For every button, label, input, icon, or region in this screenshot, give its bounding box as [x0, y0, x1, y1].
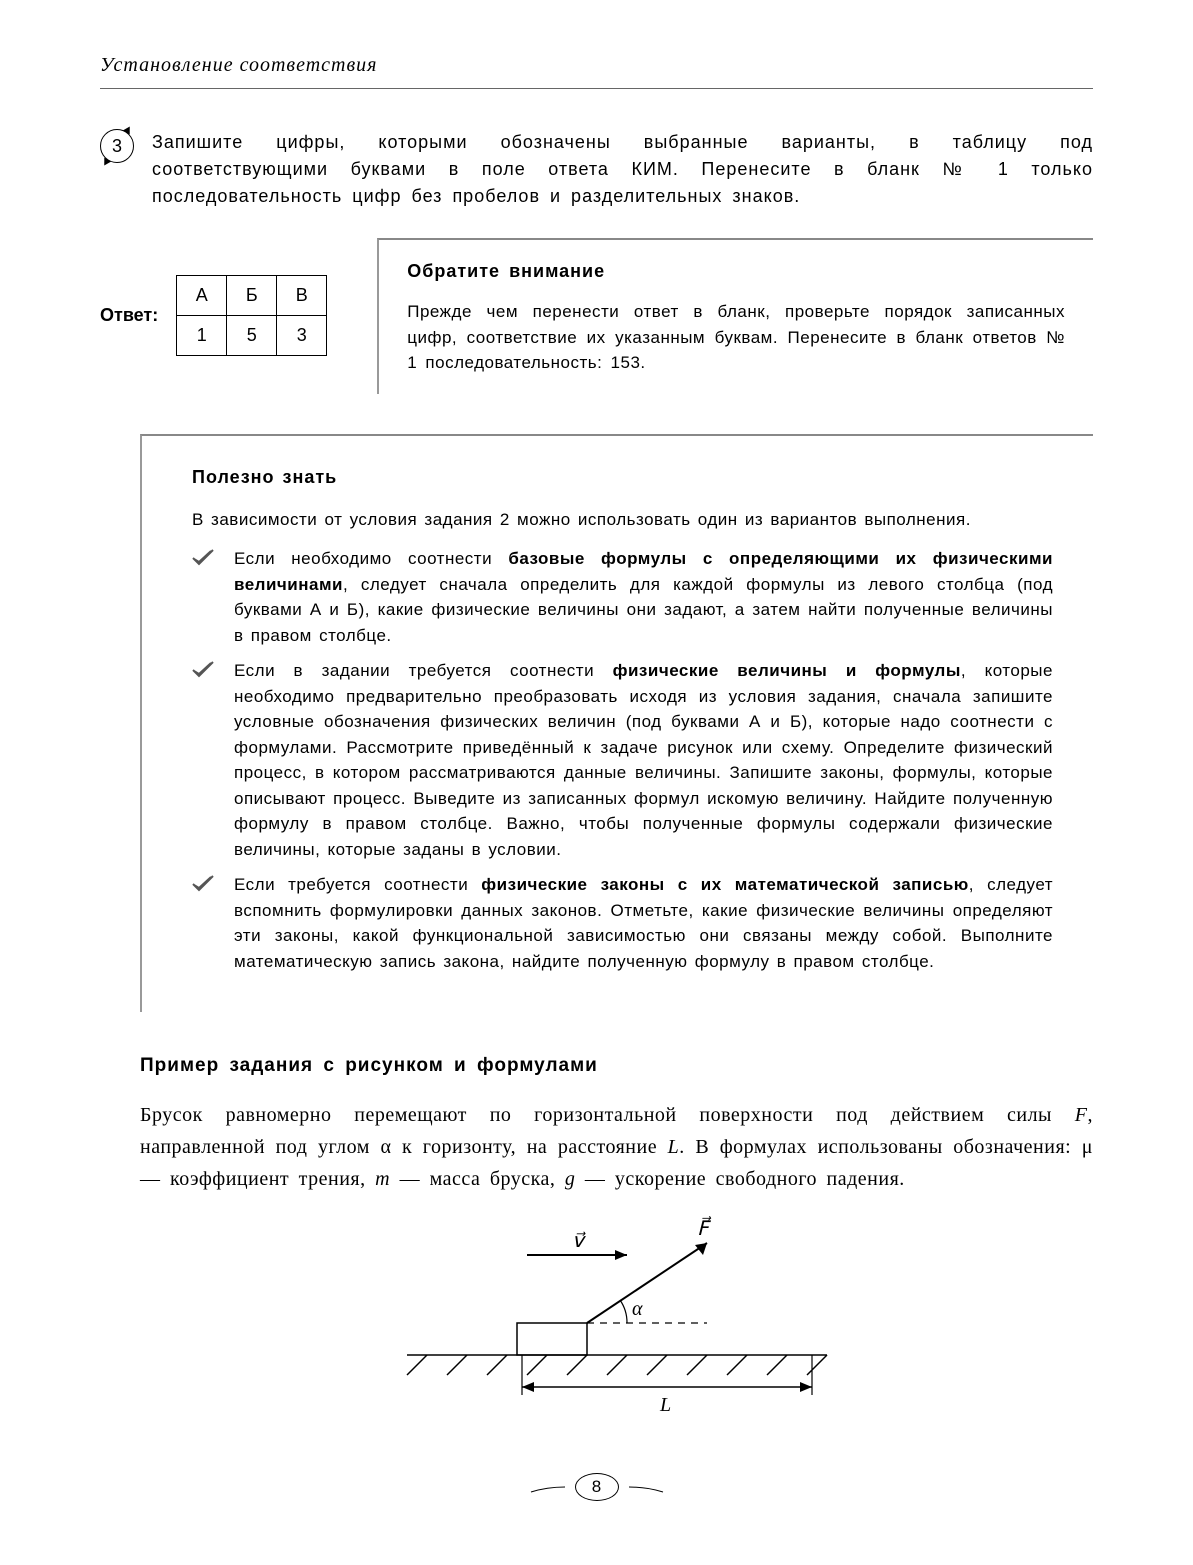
answer-header: А: [177, 276, 227, 316]
answer-block: Ответ: А Б В 1 5 3: [100, 238, 327, 394]
check-bold: физические законы с их математической за…: [481, 875, 969, 894]
check-text: Если в задании требуется соотнести физич…: [234, 658, 1053, 862]
step-number: 3: [112, 133, 122, 160]
distance-label: L: [659, 1394, 671, 1416]
example-var: F: [1075, 1104, 1088, 1126]
page-header-text: Установление соответствия: [100, 54, 377, 76]
info-title: Полезно знать: [192, 464, 1053, 491]
check-item: Если в задании требуется соотнести физич…: [192, 658, 1053, 862]
task-row: 3 Запишите цифры, которыми обозначены вы…: [100, 129, 1093, 210]
flourish-left-icon: [529, 1480, 567, 1494]
page-header: Установление соответствия: [100, 50, 1093, 89]
example-text: — ускорение свободного падения.: [575, 1168, 904, 1190]
check-post: , следует сначала определить для каждой …: [234, 575, 1053, 645]
example-section: Пример задания с рисунком и формулами Бр…: [140, 1052, 1093, 1443]
check-icon: [192, 546, 216, 648]
check-pre: Если необходимо соотнести: [234, 549, 508, 568]
example-text: — масса бруска,: [390, 1168, 565, 1190]
example-var: g: [565, 1168, 576, 1190]
check-text: Если необходимо соотнести базовые формул…: [234, 546, 1053, 648]
answer-header: Б: [227, 276, 277, 316]
answer-table: А Б В 1 5 3: [176, 275, 327, 356]
table-row: А Б В: [177, 276, 327, 316]
answer-value: 1: [177, 316, 227, 356]
flourish-right-icon: [627, 1480, 665, 1494]
check-post: , которые необходимо предварительно прео…: [234, 661, 1053, 859]
answer-value: 3: [277, 316, 327, 356]
answer-value: 5: [227, 316, 277, 356]
example-var: L: [668, 1136, 680, 1158]
note-body: Прежде чем перенести ответ в бланк, пров…: [407, 299, 1065, 376]
check-bold: физические величины и формулы: [613, 661, 961, 680]
example-text: Брусок равномерно перемещают по горизонт…: [140, 1104, 1075, 1126]
check-item: Если требуется соотнести физические зако…: [192, 872, 1053, 974]
step-badge: 3: [100, 129, 134, 163]
note-title: Обратите внимание: [407, 258, 1065, 285]
physics-diagram: α F⃗ v⃗ L: [140, 1215, 1093, 1443]
page-number-wrap: 8: [100, 1473, 1093, 1502]
note-box: Обратите внимание Прежде чем перенести о…: [377, 238, 1093, 394]
task-instruction: Запишите цифры, которыми обозначены выбр…: [152, 129, 1093, 210]
check-pre: Если требуется соотнести: [234, 875, 481, 894]
page-number: 8: [529, 1473, 665, 1501]
check-icon: [192, 872, 216, 974]
example-var: m: [375, 1168, 390, 1190]
velocity-label: v⃗: [572, 1230, 586, 1252]
check-pre: Если в задании требуется соотнести: [234, 661, 613, 680]
alpha-label: α: [632, 1298, 643, 1320]
info-box: Полезно знать В зависимости от условия з…: [140, 434, 1093, 1013]
answer-label: Ответ:: [100, 302, 158, 329]
force-label: F⃗: [697, 1215, 712, 1240]
example-body: Брусок равномерно перемещают по горизонт…: [140, 1099, 1093, 1195]
table-row: 1 5 3: [177, 316, 327, 356]
check-text: Если требуется соотнести физические зако…: [234, 872, 1053, 974]
check-item: Если необходимо соотнести базовые формул…: [192, 546, 1053, 648]
page-number-value: 8: [575, 1473, 619, 1501]
answer-header: В: [277, 276, 327, 316]
answer-note-row: Ответ: А Б В 1 5 3 Обратите внимание Пре…: [100, 238, 1093, 394]
info-intro: В зависимости от условия задания 2 можно…: [192, 507, 1053, 533]
check-icon: [192, 658, 216, 862]
example-title: Пример задания с рисунком и формулами: [140, 1052, 1093, 1081]
